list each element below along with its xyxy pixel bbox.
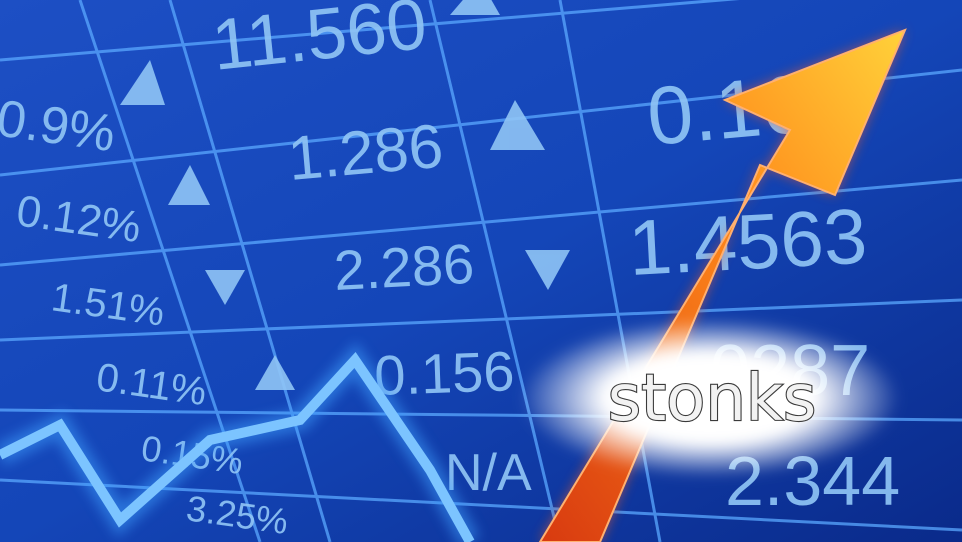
board-number: 2.286 [332,232,475,302]
caption-glow [520,318,900,478]
board-number: 1.286 [285,112,446,194]
board-number: 1.4563 [626,192,869,292]
board-number: N/A [445,444,532,502]
blue-trend-line [0,342,480,542]
arrow-icons [120,0,570,390]
caption: stonks [608,362,817,436]
board-number: 0.156 [373,339,515,407]
